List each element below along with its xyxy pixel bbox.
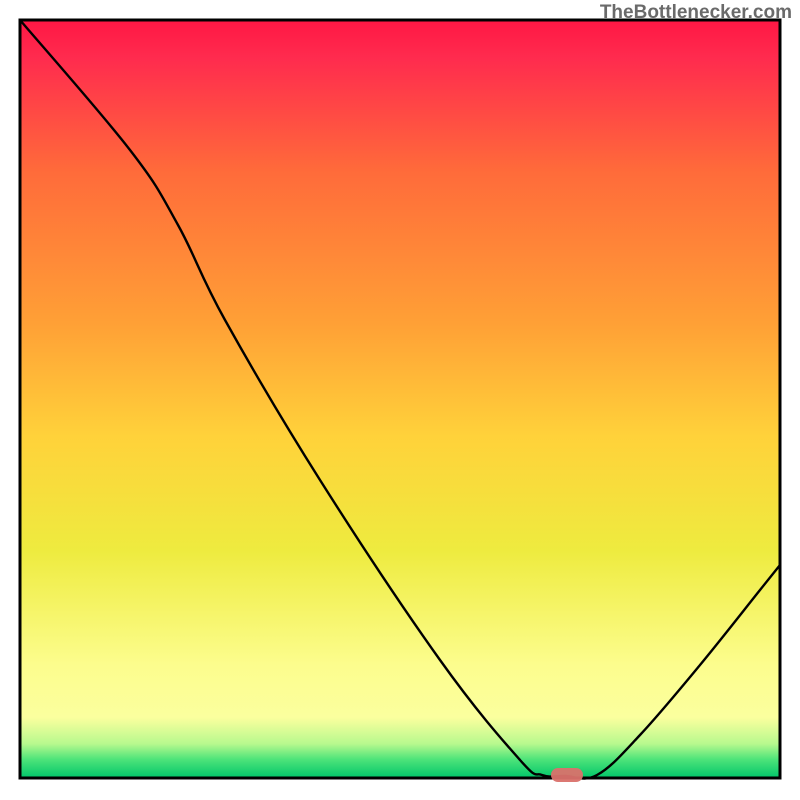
optimal-marker: [551, 768, 583, 782]
chart-container: TheBottlenecker.com: [0, 0, 800, 800]
bottleneck-chart: [0, 0, 800, 800]
watermark-text: TheBottlenecker.com: [600, 2, 792, 24]
chart-background: [20, 20, 780, 778]
